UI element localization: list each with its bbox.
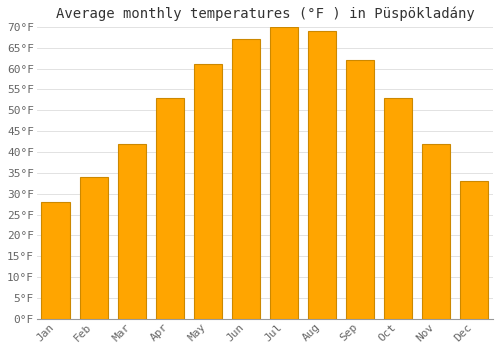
Bar <box>80 177 108 319</box>
Bar <box>118 144 146 319</box>
Bar <box>270 27 298 319</box>
Bar <box>42 202 70 319</box>
Bar <box>422 144 450 319</box>
Bar <box>194 64 222 319</box>
Bar <box>156 98 184 319</box>
Title: Average monthly temperatures (°F ) in Püspökladány: Average monthly temperatures (°F ) in Pü… <box>56 7 474 21</box>
Bar <box>232 39 260 319</box>
Bar <box>346 60 374 319</box>
Bar <box>384 98 412 319</box>
Bar <box>460 181 488 319</box>
Bar <box>308 31 336 319</box>
